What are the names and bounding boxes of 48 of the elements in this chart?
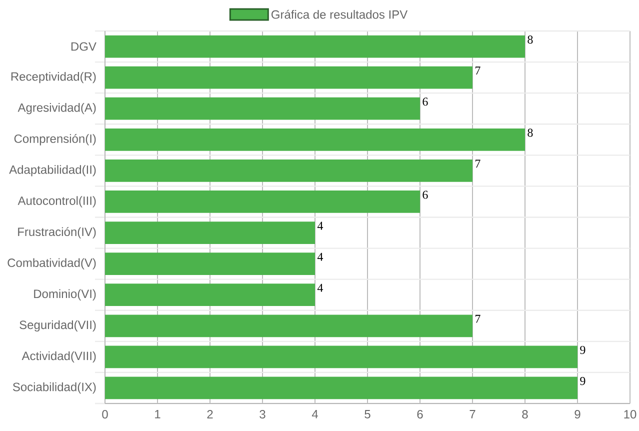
x-tick-label: 2 (207, 410, 213, 418)
data-label: 4 (317, 222, 324, 230)
bar (105, 314, 473, 338)
data-label: 4 (317, 252, 324, 261)
x-tick-label: 5 (364, 410, 370, 418)
data-label: 6 (422, 190, 428, 199)
y-tick-label: Dominio(VI) (34, 289, 96, 300)
x-tick-label: 9 (574, 410, 580, 419)
bar (105, 346, 578, 368)
y-tick-label: Sociabilidad(IX) (12, 382, 96, 394)
y-tick-label: Seguridad(VII) (20, 320, 96, 332)
y-tick-label: Receptividad(R) (11, 72, 96, 84)
data-label: 7 (475, 160, 480, 168)
data-label: 8 (528, 128, 533, 137)
x-tick-label: 10 (624, 410, 636, 419)
bar (105, 160, 473, 182)
series-label: Gráfica de resultados IPV (271, 10, 408, 19)
y-tick-label: Actividad(VIII) (22, 351, 96, 363)
x-tick-label: 6 (417, 410, 423, 419)
y-tick-label: Adaptabilidad(II) (9, 165, 96, 176)
x-tick-label: 0 (102, 410, 108, 419)
x-tick-label: 3 (260, 410, 266, 419)
bar (105, 222, 315, 244)
x-tick-label: 1 (155, 410, 160, 418)
data-label: 8 (528, 36, 533, 44)
bar (105, 128, 526, 151)
bar (105, 284, 315, 306)
data-label: 4 (317, 284, 324, 292)
y-tick-label: Agresividad(A) (18, 103, 96, 114)
y-tick-label: DGV (71, 42, 96, 51)
bar (105, 97, 420, 120)
bar (105, 66, 473, 89)
x-tick-label: 8 (522, 410, 528, 419)
data-label: 7 (475, 66, 480, 74)
bar (105, 190, 420, 213)
data-label: 9 (580, 346, 586, 354)
data-label: 6 (422, 98, 428, 106)
y-tick-label: Autocontrol(III) (18, 196, 96, 208)
data-label: 9 (580, 377, 586, 386)
x-tick-label: 7 (470, 410, 476, 418)
bar (105, 252, 315, 275)
bar (105, 376, 578, 400)
y-tick-label: Combatividad(V) (8, 258, 96, 270)
y-tick-label: Frustración(IV) (18, 227, 96, 238)
x-tick-label: 4 (312, 410, 318, 418)
data-label: 7 (475, 314, 480, 323)
bar (105, 35, 526, 58)
y-tick-label: Comprensión(I) (14, 134, 96, 146)
